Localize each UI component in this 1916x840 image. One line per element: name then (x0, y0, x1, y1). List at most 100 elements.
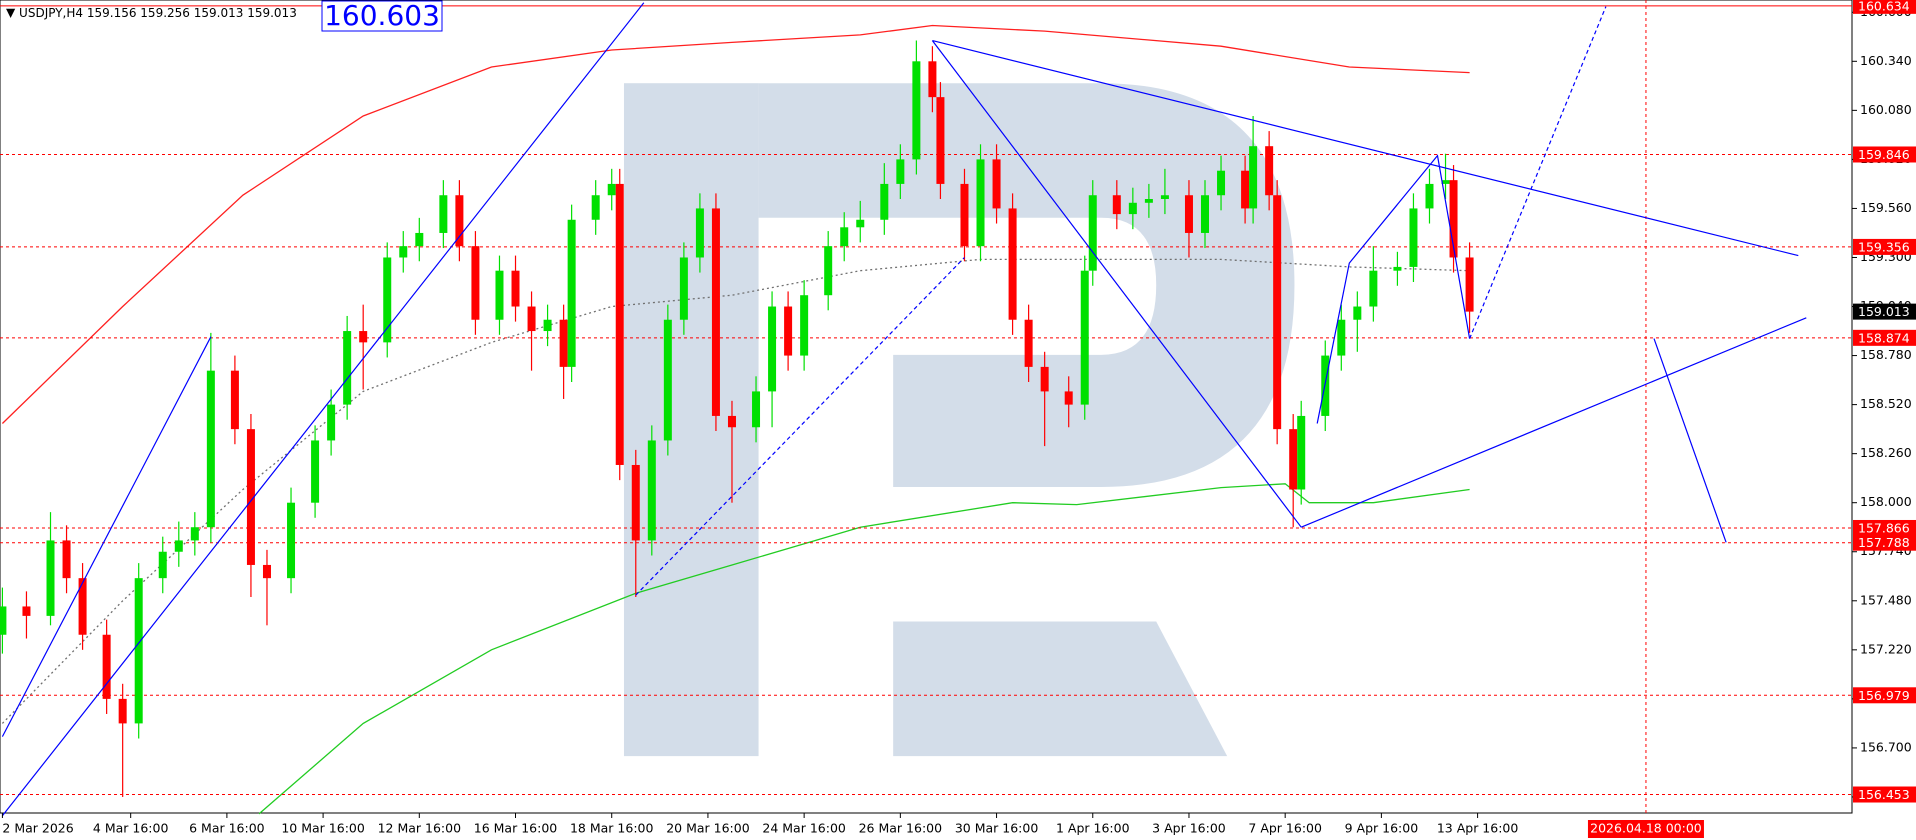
x-tick-label: 1 Apr 16:00 (1056, 821, 1130, 836)
y-tick-label: 157.220 (1860, 641, 1912, 656)
candle-body (1409, 208, 1418, 267)
candle-body (679, 257, 688, 320)
level-label: 157.866 (1858, 520, 1910, 535)
candle-body (327, 404, 336, 441)
candle-body (1273, 195, 1282, 430)
candle-body (158, 551, 167, 579)
candle-body (439, 195, 448, 233)
candle-body (174, 540, 183, 552)
y-tick-label: 160.340 (1860, 53, 1912, 68)
symbol-info: ▼ USDJPY,H4 159.156 159.256 159.013 159.… (6, 6, 297, 20)
trendline (1469, 6, 1607, 339)
high-value: 159.256 (140, 6, 190, 20)
candle-body (206, 370, 215, 528)
candle-body (695, 208, 704, 258)
trendline (1, 2, 645, 817)
candle-body (1088, 195, 1097, 271)
candle-body (711, 208, 720, 416)
symbol: USDJPY,H4 (19, 6, 83, 20)
candle-body (663, 319, 672, 441)
time-marker-box (1587, 820, 1704, 838)
candle-body (936, 97, 945, 184)
annotation-box (321, 0, 443, 32)
candle-body (118, 698, 127, 724)
open-value: 159.156 (87, 6, 137, 20)
x-tick-label: 13 Apr 16:00 (1437, 821, 1519, 836)
moving-average (258, 483, 1470, 815)
y-tick-label: 158.000 (1860, 494, 1912, 509)
candle-body (1144, 199, 1153, 203)
y-tick-label: 160.080 (1860, 102, 1912, 117)
last-price-label: 159.013 (1858, 304, 1910, 319)
candle-body (246, 429, 255, 565)
trendline (932, 40, 1799, 257)
candle-body (1249, 146, 1258, 209)
trendline (1, 336, 212, 737)
level-label-box (1853, 519, 1916, 536)
candle-body (1297, 415, 1306, 490)
candle-body (1128, 202, 1137, 215)
candle-body (1184, 195, 1193, 233)
candle-body (383, 257, 392, 343)
x-tick-label: 6 Mar 16:00 (189, 821, 265, 836)
candle-body (752, 391, 761, 428)
level-label-box (1853, 687, 1916, 704)
level-label: 156.453 (1858, 787, 1910, 802)
candle-body (415, 232, 424, 247)
candle-body (896, 159, 905, 184)
x-tick-label: 3 Apr 16:00 (1152, 821, 1226, 836)
candle-body (1217, 170, 1226, 196)
candle-body (1393, 266, 1402, 271)
candle-body (615, 183, 624, 465)
candle-body (190, 527, 199, 541)
y-tick-label: 158.780 (1860, 347, 1912, 362)
y-tick-label: 158.520 (1860, 396, 1912, 411)
trendline (635, 257, 965, 596)
candle-body (1040, 366, 1049, 392)
candle-body (230, 370, 239, 430)
x-tick-label: 30 Mar 16:00 (955, 821, 1039, 836)
x-tick-label: 18 Mar 16:00 (570, 821, 654, 836)
candle-body (559, 319, 568, 367)
candle-body (1449, 180, 1458, 258)
candle-body (768, 306, 777, 392)
last-price-label-box (1853, 303, 1916, 320)
level-label-box (1853, 238, 1916, 255)
candle-body (727, 415, 736, 428)
candle-body (1080, 270, 1089, 405)
level-label: 159.356 (1858, 239, 1910, 254)
watermark-logo (623, 83, 1295, 757)
candle-body (78, 578, 87, 635)
y-tick-label: 156.700 (1860, 739, 1912, 754)
level-label: 159.846 (1858, 147, 1910, 162)
level-label-box (1853, 0, 1916, 14)
candle-body (1465, 257, 1474, 312)
candle-body (46, 540, 55, 616)
trendline (1316, 154, 1471, 424)
candle-body (1064, 391, 1073, 405)
candle-body (62, 540, 71, 579)
candle-body (928, 61, 937, 98)
level-label: 157.788 (1858, 535, 1910, 550)
candle-body (567, 219, 576, 367)
low-value: 159.013 (194, 6, 244, 20)
candle-body (1289, 429, 1298, 490)
candle-body (607, 183, 616, 196)
candle-body (976, 159, 985, 247)
candle-body (134, 578, 143, 724)
candle-body (840, 227, 849, 247)
candle-body (527, 306, 536, 332)
x-tick-label: 2 Mar 2026 (2, 821, 73, 836)
y-tick-label: 157.480 (1860, 592, 1912, 607)
y-tick-label: 158.260 (1860, 445, 1912, 460)
level-label-box (1853, 329, 1916, 346)
level-label-box (1853, 534, 1916, 551)
level-label: 156.979 (1858, 688, 1910, 703)
x-tick-label: 9 Apr 16:00 (1345, 821, 1419, 836)
candle-body (543, 319, 552, 332)
candle-body (784, 306, 793, 356)
candle-body (824, 246, 833, 296)
annotation: 160.603 (324, 0, 440, 32)
candle-body (511, 270, 520, 307)
